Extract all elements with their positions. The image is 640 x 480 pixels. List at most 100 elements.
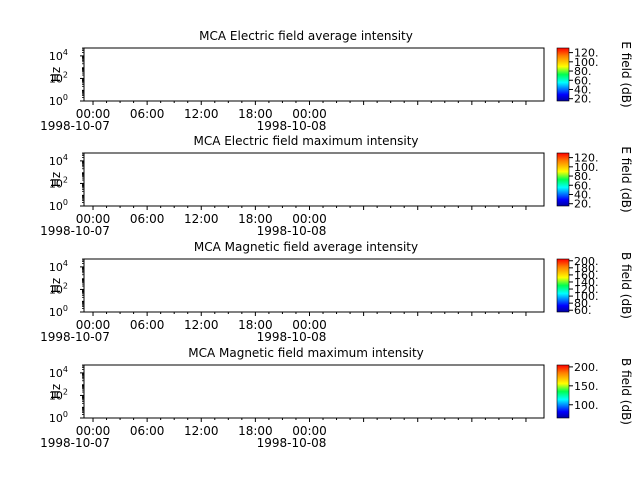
x-tick-date: 1998-10-08	[257, 224, 327, 238]
x-tick-label: 00:00	[76, 212, 111, 226]
colorbar-tick-label: 100.	[574, 56, 599, 69]
x-tick-label: 00:00	[292, 318, 327, 332]
y-axis-label: Hz	[49, 278, 63, 293]
colorbar-tick-label: 60.	[574, 74, 592, 87]
x-tick-label: 00:00	[292, 424, 327, 438]
colorbar: 100. 150. 200. B field (dB)	[556, 358, 633, 425]
y-tick-label: 102	[49, 175, 68, 190]
x-tick-date: 1998-10-08	[257, 119, 327, 133]
spectrogram-panel-3: MCA Magnetic field average intensityHz10…	[40, 240, 633, 344]
y-tick-label: 100	[49, 198, 68, 213]
y-tick-exponent: 0	[63, 410, 68, 419]
colorbar-frame	[556, 47, 570, 102]
x-tick-label: 12:00	[184, 424, 219, 438]
panel-title: MCA Magnetic field maximum intensity	[188, 346, 424, 360]
colorbar: 20.40.60.80.100.120. E field (dB)	[556, 41, 633, 108]
panel-title: MCA Electric field maximum intensity	[193, 134, 418, 148]
panel-title: MCA Electric field average intensity	[199, 29, 413, 43]
colorbar-label: B field (dB)	[619, 252, 633, 319]
y-tick-label: 102	[49, 70, 68, 85]
colorbar-tick-label: 80.	[574, 297, 592, 310]
x-tick-label: 00:00	[76, 424, 111, 438]
y-tick-exponent: 2	[63, 70, 68, 79]
x-tick-label: 06:00	[130, 107, 165, 121]
x-tick-date: 1998-10-07	[40, 330, 110, 344]
colorbar-tick-label: 80.	[574, 170, 592, 183]
colorbar-tick-label: 140.	[574, 276, 599, 289]
x-tick-date: 1998-10-08	[257, 330, 327, 344]
plot-frame	[83, 364, 545, 419]
colorbar-frame	[556, 152, 570, 207]
colorbar-frame	[556, 258, 570, 313]
x-tick-label: 18:00	[238, 212, 273, 226]
colorbar-tick-label: 120.	[574, 47, 599, 60]
colorbar-tick-label: 120.	[574, 152, 599, 165]
colorbar-tick-label: 200.	[574, 361, 599, 374]
colorbar-tick-label: 160.	[574, 269, 599, 282]
x-tick-label: 12:00	[184, 318, 219, 332]
colorbar-gradient	[557, 259, 569, 312]
colorbar-tick-label: 180.	[574, 262, 599, 275]
colorbar-tick-label: 100.	[574, 290, 599, 303]
panel-title: MCA Magnetic field average intensity	[194, 240, 418, 254]
y-tick-exponent: 2	[63, 387, 68, 396]
y-tick-exponent: 0	[63, 304, 68, 313]
colorbar-tick-label: 60.	[574, 304, 592, 317]
x-tick-label: 12:00	[184, 212, 219, 226]
colorbar-label: B field (dB)	[619, 358, 633, 425]
x-tick-label: 00:00	[76, 318, 111, 332]
colorbar-frame	[556, 364, 570, 419]
colorbar-tick-label: 100.	[574, 399, 599, 412]
plot-frame	[83, 47, 545, 102]
colorbar-gradient	[557, 153, 569, 206]
colorbar-tick-label: 20.	[574, 93, 592, 106]
y-tick-label: 104	[49, 153, 68, 168]
x-tick-date: 1998-10-07	[40, 119, 110, 133]
colorbar-tick-label: 200.	[574, 255, 599, 268]
y-tick-exponent: 2	[63, 175, 68, 184]
spectrogram-panel-2: MCA Electric field maximum intensityHz10…	[40, 134, 633, 238]
x-tick-label: 18:00	[238, 318, 273, 332]
x-tick-label: 06:00	[130, 424, 165, 438]
x-tick-label: 00:00	[76, 107, 111, 121]
spectrogram-panel-1: MCA Electric field average intensityHz10…	[40, 29, 633, 133]
x-tick-date: 1998-10-08	[257, 436, 327, 450]
y-tick-label: 102	[49, 387, 68, 402]
colorbar-label: E field (dB)	[619, 146, 633, 212]
y-tick-label: 102	[49, 281, 68, 296]
spectrogram-panel-4: MCA Magnetic field maximum intensityHz10…	[40, 346, 633, 450]
y-axis-label: Hz	[49, 172, 63, 187]
colorbar-tick-label: 100.	[574, 161, 599, 174]
x-tick-label: 18:00	[238, 107, 273, 121]
colorbar-label: E field (dB)	[619, 41, 633, 107]
x-tick-label: 06:00	[130, 318, 165, 332]
colorbar-tick-label: 150.	[574, 380, 599, 393]
x-tick-label: 18:00	[238, 424, 273, 438]
x-tick-date: 1998-10-07	[40, 224, 110, 238]
y-tick-exponent: 4	[63, 259, 68, 268]
y-tick-exponent: 4	[63, 365, 68, 374]
y-tick-label: 104	[49, 365, 68, 380]
colorbar-tick-label: 20.	[574, 198, 592, 211]
plot-frame	[83, 152, 545, 207]
y-tick-exponent: 4	[63, 48, 68, 57]
y-tick-label: 100	[49, 410, 68, 425]
colorbar: 20.40.60.80.100.120. E field (dB)	[556, 146, 633, 213]
colorbar-gradient	[557, 365, 569, 418]
y-axis-label: Hz	[49, 67, 63, 82]
colorbar-tick-label: 40.	[574, 188, 592, 201]
x-tick-label: 12:00	[184, 107, 219, 121]
colorbar-tick-label: 120.	[574, 283, 599, 296]
y-tick-label: 100	[49, 93, 68, 108]
x-tick-label: 06:00	[130, 212, 165, 226]
colorbar-tick-label: 80.	[574, 65, 592, 78]
x-tick-label: 00:00	[292, 212, 327, 226]
colorbar-tick-label: 60.	[574, 179, 592, 192]
y-tick-exponent: 2	[63, 281, 68, 290]
x-tick-date: 1998-10-07	[40, 436, 110, 450]
y-tick-exponent: 0	[63, 198, 68, 207]
y-tick-exponent: 4	[63, 153, 68, 162]
x-tick-label: 00:00	[292, 107, 327, 121]
y-tick-label: 104	[49, 48, 68, 63]
